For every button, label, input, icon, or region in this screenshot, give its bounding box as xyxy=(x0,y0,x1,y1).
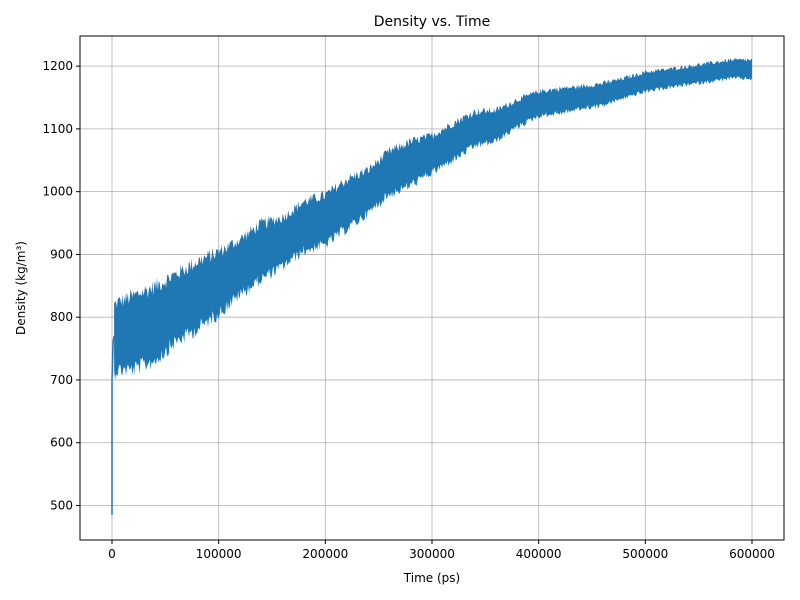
chart-title: Density vs. Time xyxy=(374,14,490,30)
grid-lines xyxy=(80,36,784,540)
x-tick-label: 500000 xyxy=(622,547,668,561)
y-tick-label: 800 xyxy=(50,310,73,324)
x-tick-label: 600000 xyxy=(729,547,775,561)
x-tick-label: 0 xyxy=(108,547,116,561)
y-tick-label: 700 xyxy=(50,373,73,387)
y-tick-label: 1200 xyxy=(42,59,73,73)
y-tick-label: 1000 xyxy=(42,185,73,199)
x-tick-label: 100000 xyxy=(196,547,242,561)
y-tick-label: 600 xyxy=(50,436,73,450)
y-axis-label: Density (kg/m³) xyxy=(14,241,28,335)
y-axis-ticks: 500 600 700 800 900 1000 1100 1200 xyxy=(42,59,80,512)
density-series-line xyxy=(111,335,115,515)
x-axis-ticks: 0 100000 200000 300000 400000 500000 600000 xyxy=(108,540,775,561)
y-tick-label: 900 xyxy=(50,247,73,261)
plot-area xyxy=(111,58,753,515)
y-tick-label: 1100 xyxy=(42,122,73,136)
x-axis-label: Time (ps) xyxy=(403,571,460,585)
x-tick-label: 200000 xyxy=(302,547,348,561)
x-tick-label: 300000 xyxy=(409,547,455,561)
x-tick-label: 400000 xyxy=(516,547,562,561)
y-tick-label: 500 xyxy=(50,498,73,512)
